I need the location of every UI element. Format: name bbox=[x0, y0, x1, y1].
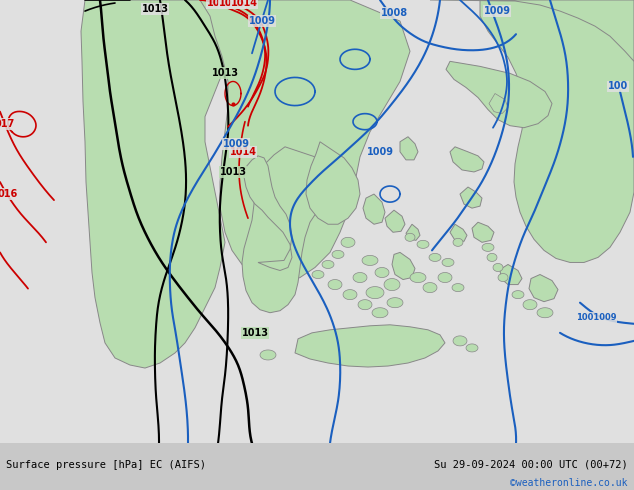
Text: 1009: 1009 bbox=[223, 139, 250, 149]
Polygon shape bbox=[400, 137, 418, 160]
Polygon shape bbox=[442, 258, 454, 267]
Text: 016: 016 bbox=[0, 189, 18, 199]
Polygon shape bbox=[489, 94, 508, 114]
Polygon shape bbox=[498, 273, 508, 282]
Text: 1013: 1013 bbox=[219, 167, 247, 177]
Polygon shape bbox=[450, 224, 467, 242]
Text: 1013: 1013 bbox=[242, 328, 269, 338]
Polygon shape bbox=[358, 300, 372, 310]
Polygon shape bbox=[493, 264, 503, 271]
Polygon shape bbox=[295, 325, 445, 367]
Polygon shape bbox=[341, 237, 355, 247]
Polygon shape bbox=[453, 238, 463, 246]
Polygon shape bbox=[472, 222, 494, 243]
Text: 1009: 1009 bbox=[249, 16, 276, 26]
Polygon shape bbox=[332, 250, 344, 258]
Polygon shape bbox=[362, 255, 378, 266]
Text: 100: 100 bbox=[608, 81, 628, 92]
Polygon shape bbox=[487, 253, 497, 262]
Polygon shape bbox=[482, 244, 494, 251]
Text: 1008: 1008 bbox=[382, 8, 408, 18]
Text: Su 29-09-2024 00:00 UTC (00+72): Su 29-09-2024 00:00 UTC (00+72) bbox=[434, 460, 628, 470]
Polygon shape bbox=[244, 156, 292, 270]
Polygon shape bbox=[453, 336, 467, 346]
Polygon shape bbox=[466, 344, 478, 352]
Polygon shape bbox=[392, 252, 415, 279]
Polygon shape bbox=[384, 278, 400, 291]
Polygon shape bbox=[480, 0, 634, 263]
Polygon shape bbox=[460, 187, 482, 208]
Text: 1013: 1013 bbox=[212, 69, 238, 78]
Polygon shape bbox=[423, 283, 437, 293]
Text: 1009: 1009 bbox=[484, 6, 510, 16]
Text: Surface pressure [hPa] EC (AIFS): Surface pressure [hPa] EC (AIFS) bbox=[6, 460, 206, 470]
Polygon shape bbox=[363, 194, 385, 224]
Text: 1013: 1013 bbox=[141, 4, 169, 14]
Polygon shape bbox=[260, 350, 276, 360]
Polygon shape bbox=[306, 142, 360, 224]
Polygon shape bbox=[500, 265, 522, 285]
Polygon shape bbox=[385, 210, 405, 232]
Polygon shape bbox=[446, 61, 552, 128]
Polygon shape bbox=[537, 308, 553, 318]
Polygon shape bbox=[312, 270, 324, 278]
Text: 1001009: 1001009 bbox=[576, 313, 616, 322]
Polygon shape bbox=[523, 300, 537, 310]
Polygon shape bbox=[387, 297, 403, 308]
Text: 1014: 1014 bbox=[230, 147, 257, 157]
Polygon shape bbox=[405, 233, 415, 242]
Polygon shape bbox=[406, 224, 420, 240]
Polygon shape bbox=[430, 0, 634, 61]
Polygon shape bbox=[328, 280, 342, 290]
Text: ©weatheronline.co.uk: ©weatheronline.co.uk bbox=[510, 478, 628, 488]
Polygon shape bbox=[529, 274, 558, 302]
Text: 1016: 1016 bbox=[207, 0, 233, 8]
Polygon shape bbox=[322, 261, 334, 269]
Polygon shape bbox=[417, 240, 429, 248]
Polygon shape bbox=[452, 284, 464, 292]
Polygon shape bbox=[429, 253, 441, 262]
Polygon shape bbox=[438, 272, 452, 283]
Polygon shape bbox=[512, 291, 524, 298]
Polygon shape bbox=[81, 0, 230, 368]
Text: 017: 017 bbox=[0, 119, 15, 129]
Polygon shape bbox=[353, 272, 367, 283]
Polygon shape bbox=[343, 290, 357, 300]
Polygon shape bbox=[375, 268, 389, 277]
Polygon shape bbox=[410, 272, 426, 283]
Polygon shape bbox=[200, 0, 410, 283]
Polygon shape bbox=[450, 147, 484, 172]
Text: 1009: 1009 bbox=[366, 147, 394, 157]
Polygon shape bbox=[372, 308, 388, 318]
Polygon shape bbox=[242, 147, 330, 313]
Text: 1014: 1014 bbox=[231, 0, 257, 8]
Text: 1015: 1015 bbox=[219, 0, 245, 8]
Polygon shape bbox=[366, 287, 384, 298]
